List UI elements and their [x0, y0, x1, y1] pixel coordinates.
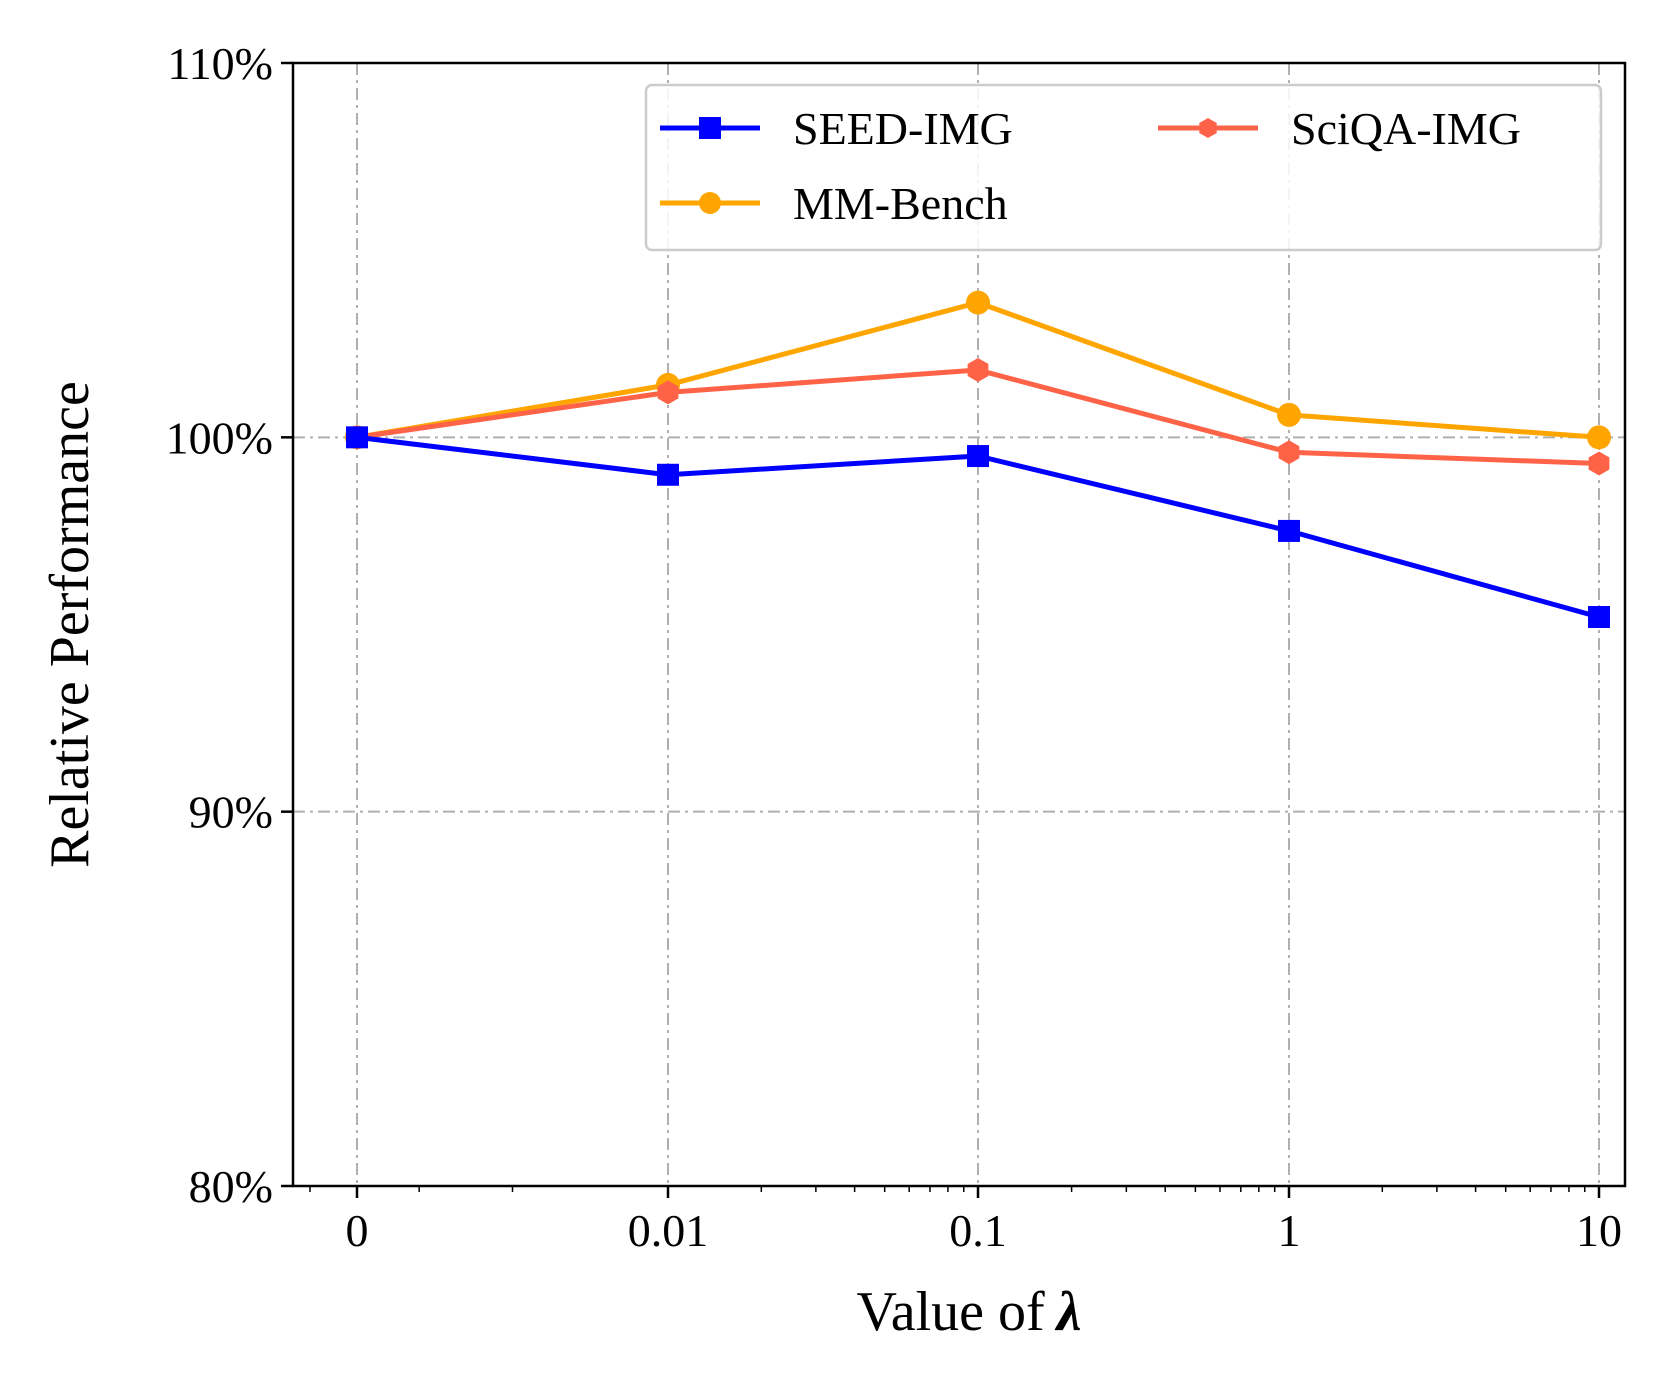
point-marker [346, 426, 368, 449]
x-tick-label: 0 [346, 1205, 369, 1256]
point-marker [1588, 451, 1610, 476]
x-tick-label: 0.1 [949, 1205, 1007, 1256]
x-axis-title: Value of λ [856, 1281, 1081, 1343]
legend-box [644, 83, 1603, 252]
y-tick-label: 80% [189, 1161, 273, 1212]
y-tick-label: 90% [189, 787, 273, 838]
point-marker [1277, 402, 1301, 427]
point-marker [657, 380, 679, 405]
point-marker [1588, 606, 1610, 629]
series-group [345, 290, 1611, 629]
point-marker [1278, 440, 1300, 465]
series-mm-bench [345, 290, 1611, 450]
legend-label: SEED-IMG [793, 103, 1013, 154]
x-axis-title-symbol: λ [1055, 1281, 1082, 1343]
point-marker [1587, 425, 1611, 450]
point-marker [967, 358, 989, 382]
legend: SEED-IMG SciQA-IMG MM-Bench [644, 83, 1603, 252]
series-seed-img [346, 426, 1610, 629]
y-axis-title: Relative Performance [39, 381, 101, 868]
x-axis-title-text: Value of [856, 1281, 1045, 1343]
legend-label: SciQA-IMG [1291, 103, 1521, 154]
legend-item-mm-bench: MM-Bench [660, 178, 1008, 229]
x-tick-label: 1 [1278, 1205, 1301, 1256]
point-marker [1199, 118, 1217, 138]
point-marker [699, 117, 721, 139]
point-marker [967, 445, 989, 468]
point-marker [657, 463, 679, 486]
point-marker [966, 290, 990, 315]
x-tick-label: 0.01 [628, 1205, 709, 1256]
point-marker [699, 192, 721, 214]
point-marker [1278, 519, 1300, 542]
axes: 80% 90% 100% 110% 0 0.01 0.1 1 10 [166, 38, 1622, 1256]
plot-frame [291, 61, 1627, 1188]
legend-item-seed-img: SEED-IMG [660, 103, 1013, 154]
y-tick-label: 110% [167, 38, 273, 89]
y-tick-label: 100% [166, 412, 273, 463]
legend-item-sciqa-img: SciQA-IMG [1158, 103, 1521, 154]
legend-label: MM-Bench [793, 178, 1008, 229]
x-tick-label: 10 [1576, 1205, 1622, 1256]
